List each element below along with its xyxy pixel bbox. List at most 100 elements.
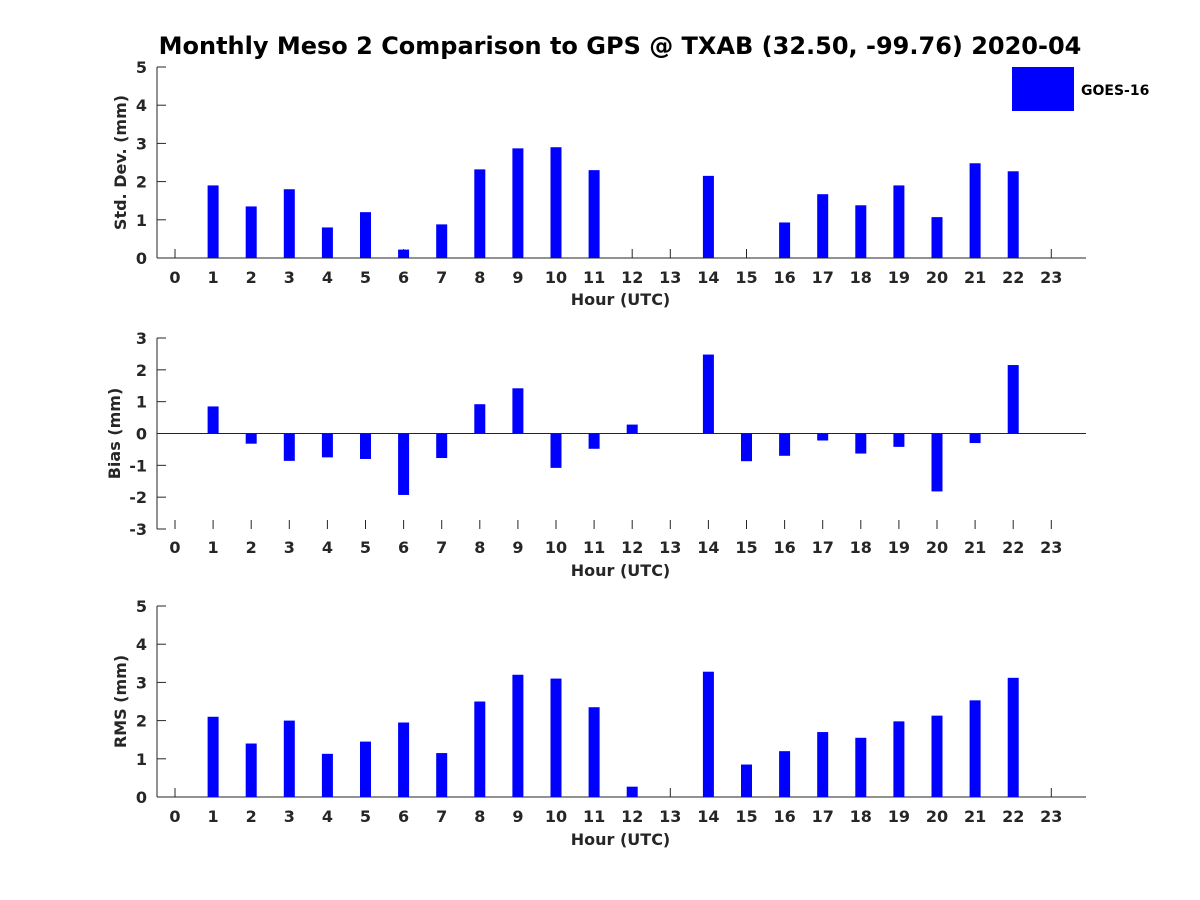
x-tick-label: 1 xyxy=(208,268,219,287)
bar-hour-8 xyxy=(474,701,486,797)
bar-hour-12 xyxy=(626,424,638,434)
x-tick-label: 22 xyxy=(1002,268,1024,287)
bar-hour-7 xyxy=(436,224,448,258)
bar-hour-9 xyxy=(512,674,524,797)
x-tick-label: 15 xyxy=(735,538,757,557)
x-tick-label: 0 xyxy=(169,538,180,557)
x-tick-label: 14 xyxy=(697,538,719,557)
bar-hour-10 xyxy=(550,678,562,797)
y-axis-label: Std. Dev. (mm) xyxy=(111,95,130,230)
bar-hour-18 xyxy=(855,737,867,797)
x-tick-label: 3 xyxy=(284,268,295,287)
x-tick-label: 19 xyxy=(888,807,910,826)
legend-swatch-goes16 xyxy=(1012,67,1074,111)
x-tick-label: 12 xyxy=(621,807,643,826)
x-tick-label: 5 xyxy=(360,538,371,557)
y-tick-label: 2 xyxy=(136,173,147,192)
bar-hour-6 xyxy=(398,433,410,495)
y-axis-label: RMS (mm) xyxy=(111,655,130,748)
x-tick-label: 12 xyxy=(621,538,643,557)
bar-hour-5 xyxy=(360,212,371,258)
bar-hour-22 xyxy=(1007,677,1019,797)
x-tick-label: 3 xyxy=(284,538,295,557)
bar-hour-11 xyxy=(588,433,600,449)
y-tick-label: 5 xyxy=(136,597,147,616)
chart-title: Monthly Meso 2 Comparison to GPS @ TXAB … xyxy=(159,32,1082,60)
bar-hour-10 xyxy=(550,147,562,258)
x-tick-label: 22 xyxy=(1002,807,1024,826)
x-tick-label: 1 xyxy=(208,538,219,557)
x-tick-label: 9 xyxy=(512,538,523,557)
x-axis-label: Hour (UTC) xyxy=(571,561,671,580)
x-tick-label: 10 xyxy=(545,807,567,826)
x-tick-label: 22 xyxy=(1002,538,1024,557)
x-tick-label: 20 xyxy=(926,268,948,287)
bar-hour-17 xyxy=(817,194,829,258)
bar-hour-15 xyxy=(741,433,752,462)
bar-hour-17 xyxy=(817,433,829,441)
x-tick-label: 11 xyxy=(583,807,605,826)
bar-hour-10 xyxy=(550,433,562,468)
x-tick-label: 17 xyxy=(812,538,834,557)
x-tick-label: 2 xyxy=(246,268,257,287)
x-tick-label: 14 xyxy=(697,268,719,287)
y-tick-label: 1 xyxy=(136,750,147,769)
legend-label-goes16: GOES-16 xyxy=(1081,83,1149,99)
x-tick-label: 16 xyxy=(773,268,795,287)
bar-hour-3 xyxy=(283,189,295,258)
bar-hour-6 xyxy=(398,249,410,258)
x-tick-label: 9 xyxy=(512,807,523,826)
x-tick-label: 5 xyxy=(360,268,371,287)
x-tick-label: 18 xyxy=(850,807,872,826)
x-tick-label: 10 xyxy=(545,268,567,287)
x-tick-label: 9 xyxy=(512,268,523,287)
x-tick-label: 8 xyxy=(474,538,485,557)
x-tick-label: 2 xyxy=(246,807,257,826)
bar-hour-18 xyxy=(855,433,867,454)
bar-hour-21 xyxy=(969,700,981,797)
bar-hour-20 xyxy=(931,433,943,492)
x-tick-label: 20 xyxy=(926,538,948,557)
bar-hour-1 xyxy=(207,185,219,258)
bar-hour-4 xyxy=(321,433,333,458)
x-tick-label: 19 xyxy=(888,268,910,287)
x-tick-label: 14 xyxy=(697,807,719,826)
x-tick-label: 3 xyxy=(284,807,295,826)
y-tick-label: 0 xyxy=(136,788,147,807)
bar-hour-8 xyxy=(474,169,486,258)
x-tick-label: 10 xyxy=(545,538,567,557)
bar-hour-16 xyxy=(779,222,791,258)
bar-hour-20 xyxy=(931,217,943,258)
x-tick-label: 11 xyxy=(583,538,605,557)
x-tick-label: 13 xyxy=(659,268,681,287)
y-tick-label: -2 xyxy=(129,488,147,507)
x-tick-label: 0 xyxy=(169,268,180,287)
x-tick-label: 6 xyxy=(398,268,409,287)
bar-hour-14 xyxy=(702,354,714,434)
x-tick-label: 6 xyxy=(398,538,409,557)
bar-hour-5 xyxy=(360,433,371,459)
x-tick-label: 8 xyxy=(474,807,485,826)
bar-hour-12 xyxy=(626,786,638,797)
bar-hour-16 xyxy=(779,751,791,797)
x-tick-label: 0 xyxy=(169,807,180,826)
x-tick-label: 8 xyxy=(474,268,485,287)
x-tick-label: 23 xyxy=(1040,538,1062,557)
x-tick-label: 7 xyxy=(436,268,447,287)
x-tick-label: 12 xyxy=(621,268,643,287)
x-tick-label: 18 xyxy=(850,538,872,557)
bar-hour-8 xyxy=(474,404,486,434)
y-tick-label: 4 xyxy=(136,635,147,654)
x-tick-label: 13 xyxy=(659,807,681,826)
y-tick-label: 0 xyxy=(136,249,147,268)
bar-hour-22 xyxy=(1007,365,1019,434)
y-tick-label: 4 xyxy=(136,96,147,115)
x-tick-label: 21 xyxy=(964,807,986,826)
bar-hour-19 xyxy=(893,185,905,258)
x-tick-label: 13 xyxy=(659,538,681,557)
x-tick-label: 7 xyxy=(436,807,447,826)
y-tick-label: 0 xyxy=(136,425,147,444)
